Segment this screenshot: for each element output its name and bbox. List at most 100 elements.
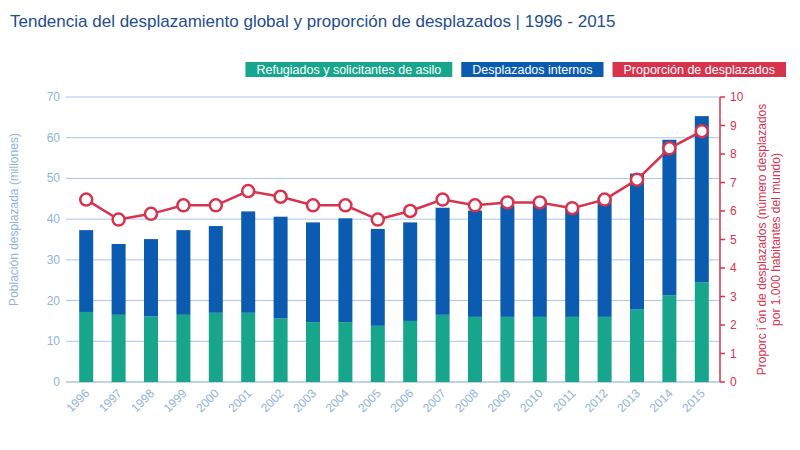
bar (144, 316, 158, 382)
marker (177, 199, 189, 211)
legend-label: Refugiados y solicitantes de asilo (256, 63, 441, 77)
marker (469, 199, 481, 211)
marker (275, 191, 287, 203)
marker (566, 202, 578, 214)
bar (662, 295, 676, 382)
y-tick-label: 0 (53, 375, 60, 389)
bar (630, 174, 644, 310)
y2-tick-label: 6 (730, 204, 737, 218)
x-tick-label: 2009 (485, 386, 514, 415)
bar (565, 209, 579, 317)
grid-line (66, 259, 720, 260)
x-tick-label: 1997 (96, 386, 125, 415)
bar (209, 313, 223, 382)
chart: Tendencia del desplazamiento global y pr… (0, 0, 800, 450)
bar (403, 321, 417, 382)
bar (436, 208, 450, 315)
bar (112, 244, 126, 315)
bar (371, 229, 385, 326)
y2-tick-label: 7 (730, 176, 737, 190)
marker (113, 214, 125, 226)
bar (306, 322, 320, 382)
x-tick-label: 1999 (161, 386, 190, 415)
y2-tick (720, 353, 725, 355)
legend-label: Desplazados internos (472, 63, 592, 77)
grid-line (66, 219, 720, 220)
marker (307, 199, 319, 211)
bar (500, 206, 514, 317)
bar (338, 218, 352, 322)
legend-box (245, 62, 452, 77)
x-tick-label: 2010 (517, 386, 546, 415)
marker (696, 125, 708, 137)
bar (468, 317, 482, 382)
marker (663, 142, 675, 154)
x-tick-label: 2015 (679, 386, 708, 415)
y-tick-label: 30 (47, 253, 61, 267)
x-tick-label: 2014 (647, 386, 676, 415)
bar (306, 222, 320, 322)
bar (241, 211, 255, 312)
bar (371, 326, 385, 382)
y2-axis-label: por 1.000 habitantes del mundo) (769, 153, 783, 326)
bar (598, 198, 612, 317)
bar (274, 217, 288, 319)
x-tick-label: 2012 (582, 386, 611, 415)
marker (404, 205, 416, 217)
y-tick-label: 60 (47, 131, 61, 145)
bar (79, 312, 93, 382)
y2-tick (720, 381, 725, 383)
bar (209, 226, 223, 313)
bar (338, 322, 352, 382)
bar (630, 310, 644, 382)
marker (599, 194, 611, 206)
bar (436, 315, 450, 382)
y2-tick-label: 3 (730, 290, 737, 304)
y2-tick (720, 210, 725, 212)
x-tick-label: 2004 (323, 386, 352, 415)
marker (210, 199, 222, 211)
marker (372, 214, 384, 226)
bar (468, 211, 482, 317)
bar (695, 116, 709, 282)
y2-tick (720, 153, 725, 155)
bar (403, 222, 417, 321)
marker (437, 194, 449, 206)
bar (695, 282, 709, 382)
bar (500, 317, 514, 382)
y2-tick-label: 8 (730, 147, 737, 161)
y2-tick-label: 9 (730, 119, 737, 133)
x-tick-label: 2001 (226, 386, 255, 415)
x-tick-label: 2003 (290, 386, 319, 415)
x-tick-label: 2008 (452, 386, 481, 415)
y2-tick-label: 10 (730, 90, 744, 104)
y2-tick-label: 5 (730, 233, 737, 247)
marker (80, 194, 92, 206)
marker (242, 185, 254, 197)
title: Tendencia del desplazamiento global y pr… (10, 12, 616, 31)
x-tick-label: 2002 (258, 386, 287, 415)
bar (176, 230, 190, 315)
x-tick-label: 2013 (614, 386, 643, 415)
bar (144, 239, 158, 316)
marker (501, 196, 513, 208)
x-tick-label: 1996 (64, 386, 93, 415)
x-tick-label: 2007 (420, 386, 449, 415)
y2-tick-label: 1 (730, 347, 737, 361)
y2-tick-label: 0 (730, 375, 737, 389)
x-tick-label: 2006 (388, 386, 417, 415)
y2-tick (720, 182, 725, 184)
bar (79, 230, 93, 312)
plot-marks (79, 116, 709, 382)
y-axis-label: Población desplazada (millones) (7, 133, 21, 306)
bar (112, 315, 126, 382)
y-tick-label: 50 (47, 171, 61, 185)
y-tick-label: 40 (47, 212, 61, 226)
y2-tick (720, 267, 725, 269)
x-tick-label: 2000 (193, 386, 222, 415)
y-tick-label: 10 (47, 334, 61, 348)
x-axis-line (66, 382, 720, 383)
legend-box (613, 62, 787, 77)
grid-line (66, 341, 720, 342)
x-tick-label: 2005 (355, 386, 384, 415)
